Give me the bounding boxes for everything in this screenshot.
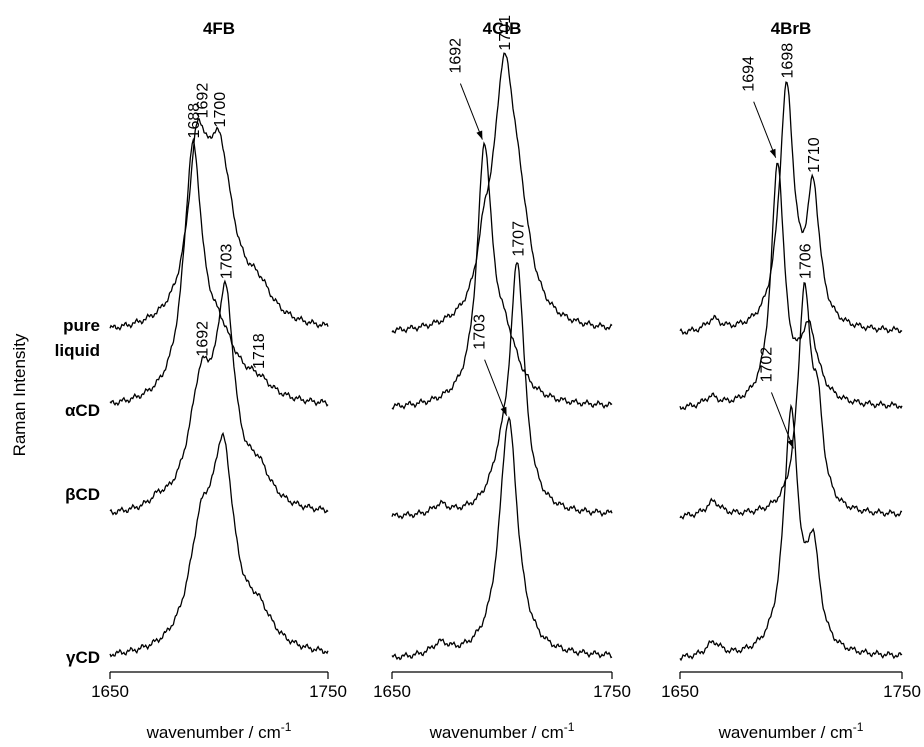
annotation-arrowhead [476,130,483,140]
peak-label: 1700 [212,92,229,128]
x-axis-label: wavenumber / cm-1 [146,720,292,742]
annotation-arrowhead [500,406,507,416]
annotation-arrowhead [787,439,794,449]
annotation-arrowhead [769,148,776,158]
peak-label: 1702 [758,347,775,383]
spectrum-alpha-cd [109,137,329,407]
panel-1: 4ClB 1650 1750 wavenumber / cm-1 1701 1692 170… [373,15,631,742]
peak-label: 1718 [251,333,268,369]
peak-label: 1688 [186,103,203,139]
annotation-arrow [753,101,777,158]
spectrum-alpha-cd [391,141,613,411]
peak-label: 1703 [472,314,489,350]
row-label-gamma: γCD [66,648,100,667]
spectrum-gamma-cd [391,415,613,661]
panel-title: 4FB [203,19,235,38]
row-label-pure-1: pure [63,316,100,335]
x-tick-label: 1750 [309,682,347,701]
peak-label: 1692 [195,321,212,357]
row-labels: pure liquid αCD βCD γCD [55,316,100,667]
panel-title: 4ClB [483,19,522,38]
row-label-pure-2: liquid [55,341,100,360]
peak-label: 1698 [780,43,797,79]
spectrum-pure-liquid [391,52,613,334]
x-tick-label: 1650 [91,682,129,701]
spectrum-pure-liquid [109,118,329,331]
row-label-beta: βCD [65,485,100,504]
row-label-alpha: αCD [65,401,100,420]
y-axis-label: Raman Intensity [10,333,29,456]
x-axis-label: wavenumber / cm-1 [718,720,864,742]
peak-label: 1703 [219,244,236,280]
spectrum-alpha-cd [679,162,903,411]
annotation-arrow [484,359,508,416]
x-tick-label: 1650 [373,682,411,701]
spectrum-gamma-cd [679,403,903,662]
annotation-arrow [459,83,483,140]
peak-label: 1707 [510,221,527,257]
x-tick-label: 1650 [661,682,699,701]
x-axis-label: wavenumber / cm-1 [429,720,575,742]
spectrum-pure-liquid [679,81,903,335]
spectrum-gamma-cd [109,431,329,658]
annotation-arrow [770,392,794,449]
peak-label: 1692 [447,38,464,74]
x-tick-label: 1750 [883,682,921,701]
spectrum-beta-cd [391,261,613,520]
peak-label: 1706 [797,243,814,279]
peak-label: 1710 [806,137,823,173]
x-tick-label: 1750 [593,682,631,701]
panel-title: 4BrB [771,19,812,38]
panel-2: 4BrB 1650 1750 wavenumber / cm-1 1698 1710 169… [661,19,921,742]
peak-label: 1694 [741,56,758,92]
spectrum-beta-cd [679,282,903,520]
peak-label: 1701 [497,15,514,51]
peak-label: 1692 [195,83,212,119]
spectrum-beta-cd [109,279,329,516]
